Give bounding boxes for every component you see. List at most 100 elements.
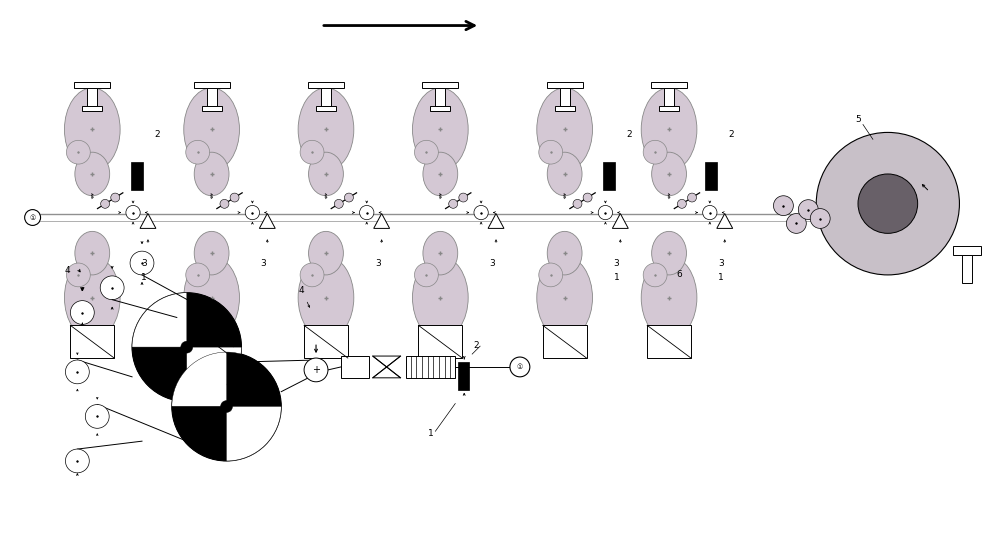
Circle shape (65, 449, 89, 473)
Ellipse shape (547, 231, 582, 275)
Circle shape (858, 174, 918, 233)
Circle shape (344, 193, 353, 202)
Bar (418, 325, 462, 358)
Circle shape (221, 401, 232, 413)
Circle shape (677, 199, 686, 208)
Text: 3: 3 (613, 259, 619, 268)
Text: 5: 5 (855, 115, 861, 124)
Ellipse shape (641, 88, 697, 171)
Text: 4: 4 (65, 266, 70, 275)
Polygon shape (373, 356, 401, 367)
Wedge shape (132, 347, 187, 401)
Bar (458, 362, 469, 390)
Text: 1: 1 (718, 273, 724, 282)
Bar (560, 88, 570, 106)
Circle shape (66, 140, 90, 164)
Circle shape (688, 193, 696, 202)
Text: 1: 1 (428, 429, 433, 438)
Text: ①: ① (29, 214, 36, 221)
Circle shape (643, 263, 667, 287)
Circle shape (70, 301, 94, 325)
Ellipse shape (412, 88, 468, 171)
Ellipse shape (537, 88, 592, 171)
Bar (304, 325, 348, 358)
Bar (131, 162, 143, 190)
Polygon shape (374, 214, 390, 229)
Circle shape (130, 251, 154, 275)
Bar (194, 82, 230, 88)
Ellipse shape (652, 152, 686, 196)
Circle shape (598, 205, 613, 220)
Bar (603, 162, 615, 190)
Circle shape (810, 208, 830, 229)
Ellipse shape (537, 256, 592, 339)
Polygon shape (140, 214, 156, 229)
Wedge shape (172, 352, 227, 407)
Text: 3: 3 (141, 259, 147, 268)
Bar (74, 82, 110, 88)
Polygon shape (488, 214, 504, 229)
Bar (207, 88, 217, 106)
Circle shape (703, 205, 717, 220)
Ellipse shape (298, 88, 354, 171)
Ellipse shape (64, 256, 120, 339)
Polygon shape (612, 214, 628, 229)
Circle shape (414, 263, 438, 287)
Bar (316, 106, 336, 111)
Ellipse shape (298, 256, 354, 339)
Bar (664, 88, 674, 106)
Circle shape (111, 193, 120, 202)
Circle shape (245, 205, 260, 220)
Circle shape (304, 358, 328, 382)
Bar (705, 162, 717, 190)
Circle shape (181, 341, 193, 353)
Text: 2: 2 (728, 130, 734, 139)
Ellipse shape (423, 152, 458, 196)
Text: 2: 2 (626, 130, 632, 139)
Circle shape (539, 263, 563, 287)
Bar (953, 246, 981, 255)
Bar (651, 82, 687, 88)
Circle shape (583, 193, 592, 202)
Bar (430, 106, 450, 111)
Circle shape (65, 360, 89, 384)
Circle shape (459, 193, 468, 202)
Circle shape (360, 205, 374, 220)
Text: 3: 3 (375, 259, 381, 268)
Bar (422, 82, 458, 88)
Circle shape (172, 352, 281, 461)
Circle shape (126, 205, 140, 220)
Wedge shape (187, 293, 241, 347)
Circle shape (786, 214, 806, 233)
Bar (82, 106, 102, 111)
Circle shape (300, 140, 324, 164)
Text: 3: 3 (489, 259, 495, 268)
Circle shape (816, 132, 959, 275)
Polygon shape (373, 367, 401, 378)
Text: 3: 3 (260, 259, 266, 268)
Bar (647, 325, 691, 358)
Ellipse shape (547, 152, 582, 196)
Bar (202, 106, 222, 111)
Ellipse shape (75, 231, 110, 275)
Ellipse shape (652, 231, 686, 275)
Circle shape (474, 205, 488, 220)
Polygon shape (717, 214, 733, 229)
Bar (190, 325, 233, 358)
Circle shape (643, 140, 667, 164)
Text: 2: 2 (154, 130, 160, 139)
Text: ①: ① (517, 364, 523, 370)
Circle shape (66, 263, 90, 287)
Ellipse shape (64, 88, 120, 171)
Circle shape (25, 209, 41, 225)
Circle shape (85, 405, 109, 429)
Circle shape (539, 140, 563, 164)
Wedge shape (187, 347, 241, 401)
Circle shape (186, 140, 210, 164)
Bar (321, 88, 331, 106)
Circle shape (220, 199, 229, 208)
Ellipse shape (184, 88, 239, 171)
Circle shape (100, 276, 124, 300)
Wedge shape (172, 407, 227, 461)
Bar (555, 106, 575, 111)
